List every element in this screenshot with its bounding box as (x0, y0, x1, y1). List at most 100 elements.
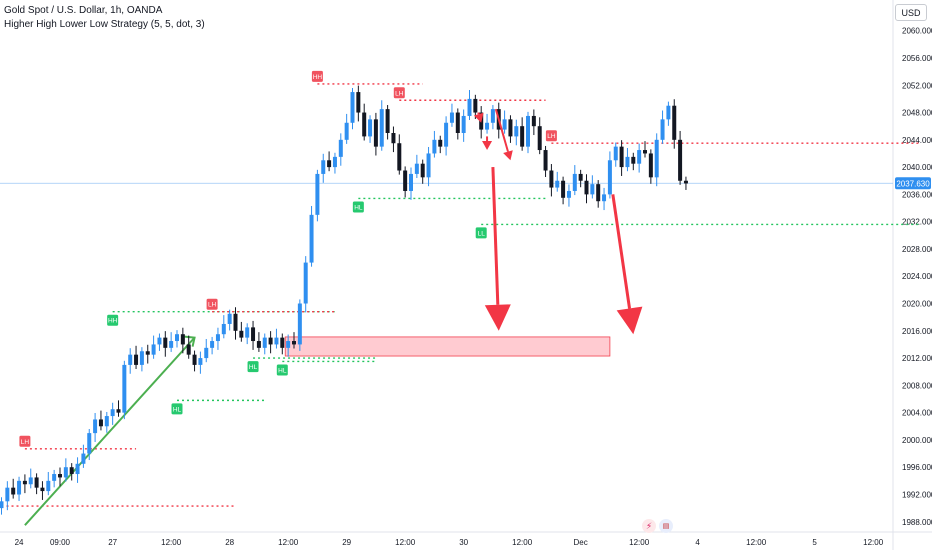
down-arrow[interactable] (491, 167, 500, 305)
candle[interactable] (280, 337, 285, 348)
candle[interactable] (128, 354, 133, 365)
candle[interactable] (40, 487, 45, 492)
candle[interactable] (233, 313, 238, 331)
candle[interactable] (473, 98, 478, 113)
candle[interactable] (0, 501, 4, 509)
candle[interactable] (332, 156, 337, 168)
candle[interactable] (169, 341, 174, 348)
candle[interactable] (584, 180, 589, 195)
candle[interactable] (461, 115, 466, 133)
candle[interactable] (508, 119, 513, 137)
candle[interactable] (385, 109, 390, 133)
down-arrow[interactable] (611, 194, 632, 309)
candle[interactable] (485, 122, 490, 130)
indicator-legend[interactable]: Higher High Lower Low Strategy (5, 5, do… (4, 19, 205, 30)
candle[interactable] (251, 327, 256, 342)
candle[interactable] (432, 139, 437, 154)
candle[interactable] (34, 477, 39, 488)
candle[interactable] (116, 409, 121, 413)
candle[interactable] (292, 341, 296, 345)
candle[interactable] (490, 109, 495, 123)
candle[interactable] (561, 180, 566, 198)
lightning-icon[interactable]: ⚡ (642, 519, 656, 533)
candle[interactable] (654, 139, 659, 178)
candle[interactable] (637, 150, 642, 164)
candle[interactable] (338, 139, 343, 157)
candle[interactable] (151, 344, 156, 355)
candle[interactable] (309, 214, 314, 263)
candle[interactable] (303, 262, 308, 304)
candle[interactable] (163, 337, 168, 348)
us-flag-icon[interactable]: ▤ (659, 519, 673, 533)
candle[interactable] (81, 453, 86, 464)
candle[interactable] (648, 153, 653, 178)
candle[interactable] (537, 126, 542, 151)
candle[interactable] (110, 409, 115, 417)
candle[interactable] (98, 419, 103, 427)
candle[interactable] (631, 156, 636, 164)
candle[interactable] (607, 160, 612, 195)
candle[interactable] (420, 163, 425, 178)
candle[interactable] (227, 313, 232, 324)
candle[interactable] (379, 109, 384, 147)
candle[interactable] (397, 143, 402, 171)
candle[interactable] (426, 153, 431, 178)
candle[interactable] (274, 337, 279, 345)
candle[interactable] (245, 327, 250, 338)
candle[interactable] (180, 334, 185, 345)
candle[interactable] (578, 173, 583, 181)
candle[interactable] (531, 115, 536, 127)
candle[interactable] (198, 358, 203, 365)
candle[interactable] (239, 330, 244, 338)
candle[interactable] (11, 487, 16, 495)
candle[interactable] (75, 463, 80, 475)
candle[interactable] (93, 419, 98, 434)
candle[interactable] (256, 341, 261, 348)
currency-button[interactable]: USD (895, 4, 927, 21)
candle[interactable] (549, 170, 554, 188)
candle[interactable] (210, 341, 215, 348)
candle[interactable] (186, 344, 191, 355)
candle[interactable] (46, 480, 51, 492)
candle[interactable] (321, 160, 326, 174)
candle[interactable] (139, 351, 144, 365)
candle[interactable] (502, 119, 507, 130)
candle[interactable] (87, 433, 92, 454)
candle[interactable] (356, 92, 361, 113)
candle[interactable] (373, 119, 378, 147)
candle[interactable] (602, 194, 607, 202)
candle[interactable] (666, 105, 671, 120)
candle[interactable] (28, 477, 33, 485)
candle[interactable] (409, 173, 413, 191)
candle[interactable] (362, 112, 367, 137)
candle[interactable] (192, 354, 197, 365)
candle[interactable] (157, 337, 162, 345)
candle[interactable] (555, 180, 560, 188)
candle[interactable] (122, 364, 127, 413)
candle[interactable] (344, 122, 349, 140)
candle[interactable] (134, 354, 139, 365)
candle[interactable] (104, 416, 109, 427)
candle[interactable] (215, 334, 220, 342)
candle[interactable] (52, 474, 57, 481)
candle[interactable] (63, 467, 68, 478)
candle[interactable] (625, 156, 630, 168)
candle[interactable] (17, 480, 22, 495)
candle[interactable] (221, 323, 226, 335)
candle[interactable] (619, 146, 624, 168)
candle[interactable] (455, 112, 460, 133)
candle[interactable] (414, 163, 419, 174)
trend-line[interactable] (24, 336, 196, 526)
candle[interactable] (613, 146, 618, 161)
candle[interactable] (526, 115, 530, 147)
candle[interactable] (678, 139, 683, 181)
candle[interactable] (467, 98, 472, 116)
candle[interactable] (566, 190, 571, 198)
candle[interactable] (315, 173, 320, 215)
candle[interactable] (543, 150, 548, 171)
candle[interactable] (683, 180, 688, 184)
candle[interactable] (391, 133, 396, 144)
candle[interactable] (58, 474, 62, 478)
candle[interactable] (145, 351, 150, 355)
